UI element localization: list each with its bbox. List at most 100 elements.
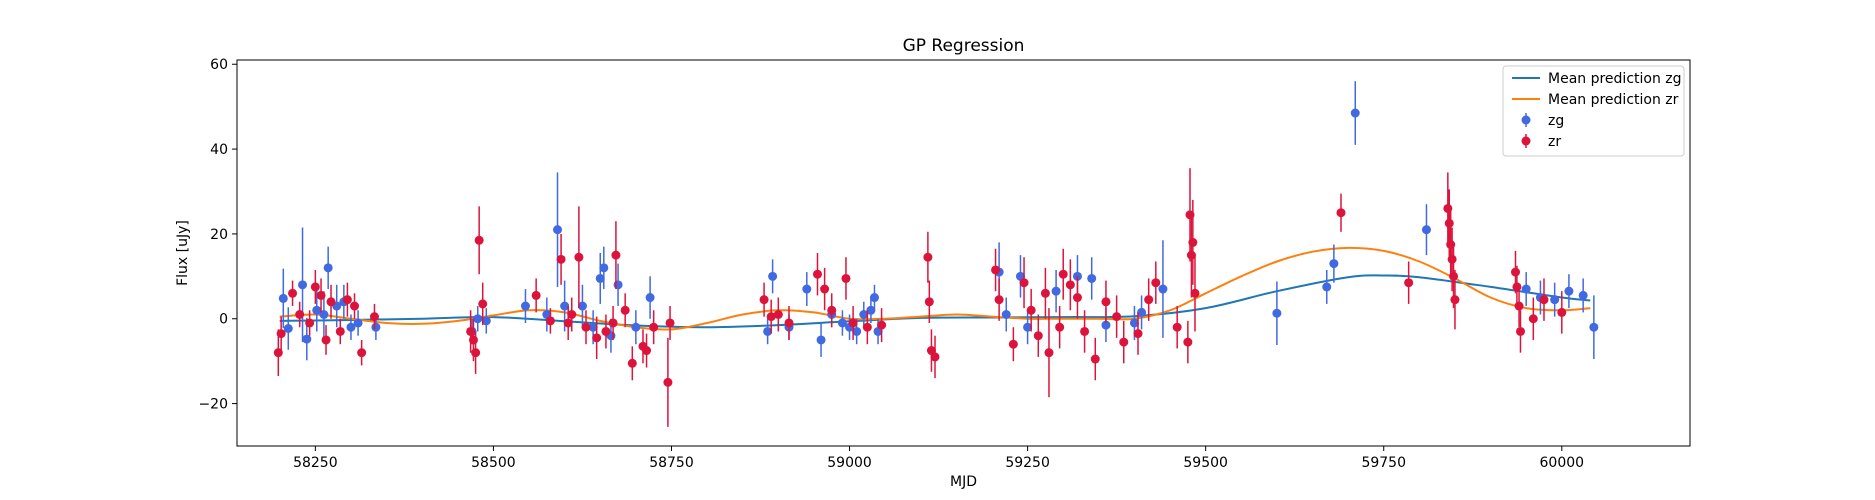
zr-point (276, 329, 286, 339)
legend-label-mean-prediction-zg: Mean prediction zg (1548, 71, 1682, 87)
zr-point (567, 310, 577, 320)
zr-point (812, 269, 822, 279)
zg-point (1087, 273, 1097, 283)
zg-point (1322, 282, 1332, 292)
legend-swatch-zg (1521, 115, 1531, 125)
zr-point (468, 335, 478, 345)
zg-point (613, 280, 623, 290)
zg-point (298, 280, 308, 290)
zr-point (923, 252, 933, 262)
zr-series (273, 168, 1567, 427)
zr-point (1065, 280, 1075, 290)
zr-point (1514, 301, 1524, 311)
legend-label-mean-prediction-zr: Mean prediction zr (1548, 92, 1679, 108)
zr-point (1190, 288, 1200, 298)
zg-point (312, 305, 322, 315)
zg-point (802, 284, 812, 294)
x-tick-label: 59000 (827, 455, 872, 471)
zr-point (620, 305, 630, 315)
zr-point (841, 273, 851, 283)
x-tick-label: 59750 (1361, 455, 1406, 471)
zr-point (1151, 278, 1161, 288)
zg-point (1329, 259, 1339, 269)
zg-point (346, 322, 356, 332)
zg-point (816, 335, 826, 345)
y-axis-ticks: −20 0 20 40 60 (198, 57, 237, 413)
observation-points (273, 81, 1599, 427)
zg-point (353, 318, 363, 328)
zr-point (848, 318, 858, 328)
zr-point (1528, 314, 1538, 324)
zg-series (278, 81, 1599, 361)
x-tick-label: 60000 (1540, 455, 1585, 471)
axes-frame (236, 59, 1691, 447)
zr-point (1072, 293, 1082, 303)
zr-point (471, 348, 481, 358)
zr-point (357, 348, 367, 358)
zr-point (1183, 337, 1193, 347)
y-tick-label: 0 (219, 312, 228, 328)
zg-point (481, 316, 491, 326)
zr-point (350, 301, 360, 311)
zg-point (869, 293, 879, 303)
zg-point (1051, 286, 1061, 296)
chart-title: GP Regression (903, 36, 1025, 56)
zr-point (759, 295, 769, 305)
zg-point (371, 322, 381, 332)
zr-point (1510, 267, 1520, 277)
x-axis-label: MJD (950, 474, 977, 490)
zr-point (1450, 295, 1460, 305)
mean-prediction-zr-line (279, 246, 1591, 331)
legend-box (1502, 65, 1685, 157)
zg-point (520, 301, 530, 311)
zg-point (768, 271, 778, 281)
zr-point (369, 312, 379, 322)
zr-point (288, 288, 298, 298)
zg-point (859, 310, 869, 320)
zr-point (1447, 254, 1457, 264)
plot-area (273, 81, 1599, 427)
zg-point (1101, 320, 1111, 330)
zr-point (592, 333, 602, 343)
zr-point (1188, 237, 1198, 247)
zr-point (1026, 305, 1036, 315)
zg-point (837, 318, 847, 328)
zr-point (1055, 322, 1065, 332)
zg-point (1023, 322, 1033, 332)
zr-point (310, 282, 320, 292)
zr-point (773, 310, 783, 320)
zr-point (665, 318, 675, 328)
zr-point (1404, 278, 1414, 288)
zg-point (1564, 286, 1574, 296)
zr-point (1080, 326, 1090, 336)
x-axis-ticks: 58250 58500 58750 59000 59250 59500 59750 60000 (293, 446, 1584, 471)
zg-point (577, 301, 587, 311)
zr-point (663, 377, 673, 387)
legend-label-zr: zr (1548, 134, 1561, 150)
zg-point (599, 263, 609, 273)
zr-point (326, 297, 336, 307)
zr-point (1033, 331, 1043, 341)
zr-point (1539, 295, 1549, 305)
legend-label-zg: zg (1548, 113, 1564, 129)
zr-point (784, 318, 794, 328)
zr-point (1557, 307, 1567, 317)
zr-point (991, 265, 1001, 275)
y-tick-label: 60 (210, 57, 228, 73)
zr-point (478, 299, 488, 309)
zg-point (553, 225, 563, 235)
zr-point (611, 250, 621, 260)
zr-point (1172, 322, 1182, 332)
zr-point (1101, 297, 1111, 307)
zg-point (588, 322, 598, 332)
zr-point (1040, 288, 1050, 298)
zr-point (1144, 295, 1154, 305)
zr-point (474, 235, 484, 245)
zr-point (1444, 218, 1454, 228)
zg-point (560, 301, 570, 311)
mean-prediction-lines (279, 246, 1591, 331)
zr-point (1112, 312, 1122, 322)
zg-point (595, 273, 605, 283)
zg-point (763, 326, 773, 336)
